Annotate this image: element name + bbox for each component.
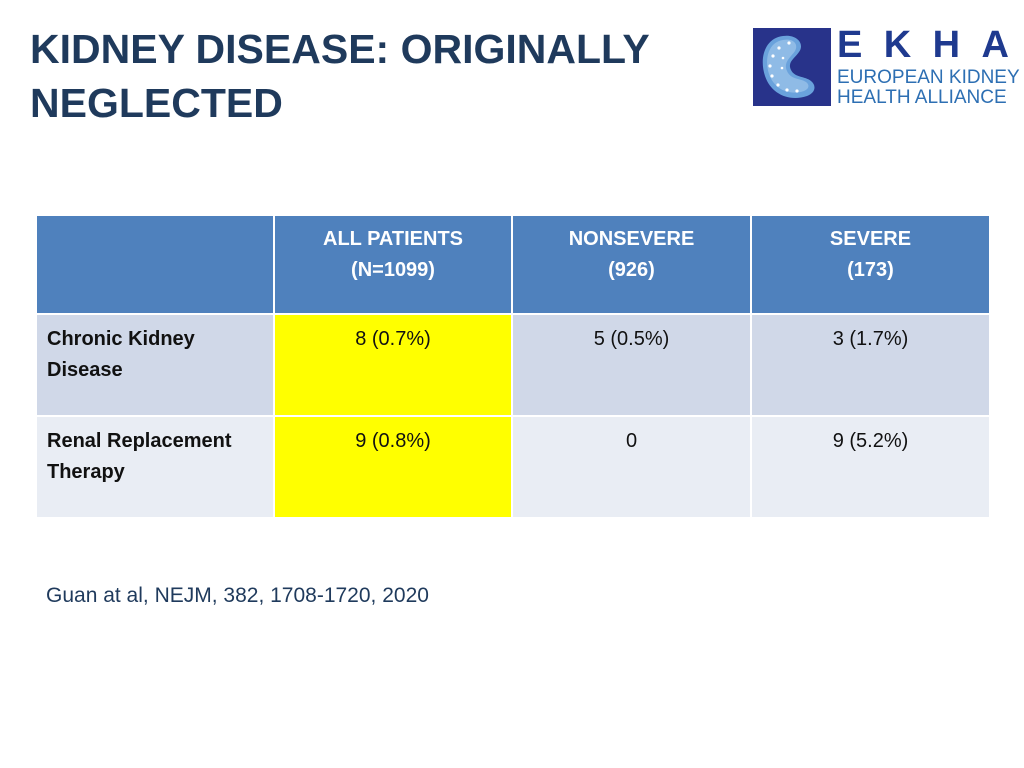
cell-all-patients: 9 (0.8%) <box>273 415 513 519</box>
kidney-stars-icon <box>753 28 831 106</box>
slide-title: KIDNEY DISEASE: ORIGINALLY NEGLECTED <box>30 22 710 130</box>
logo-tagline-line-1: EUROPEAN KIDNEY <box>837 67 1020 88</box>
header-all-patients-label: ALL PATIENTS <box>323 228 463 250</box>
row-label-renal-replacement-therapy: Renal Replacement Therapy <box>35 415 275 519</box>
header-nonsevere-count: (926) <box>608 259 655 281</box>
logo-tagline-line-2: HEALTH ALLIANCE <box>837 87 1007 108</box>
cell-severe: 3 (1.7%) <box>750 313 991 417</box>
header-severe-label: SEVERE <box>829 228 912 250</box>
logo-letter-k: K <box>883 24 912 66</box>
row-label-line-2: Disease <box>47 359 123 381</box>
cell-nonsevere: 0 <box>511 415 752 519</box>
header-nonsevere-label: NONSEVERE <box>568 228 695 250</box>
ekha-logo: E K H A EUROPEAN KIDNEY HEALTH ALLIANCE <box>753 26 1020 114</box>
row-label-line-1: Chronic Kidney <box>47 328 195 350</box>
cell-all-patients: 8 (0.7%) <box>273 313 513 417</box>
header-all-patients: ALL PATIENTS (N=1099) <box>273 214 513 315</box>
row-label-line-2: Therapy <box>47 461 125 483</box>
row-label-chronic-kidney-disease: Chronic Kidney Disease <box>35 313 275 417</box>
logo-letter-e: E <box>837 24 863 66</box>
table-row: Chronic Kidney Disease 8 (0.7%) 5 (0.5%)… <box>35 313 991 417</box>
header-nonsevere: NONSEVERE (926) <box>511 214 752 315</box>
logo-letter-a: A <box>981 24 1009 66</box>
cell-nonsevere: 5 (0.5%) <box>511 313 752 417</box>
slide-title-line-2: NEGLECTED <box>30 80 283 126</box>
slide-title-line-1: KIDNEY DISEASE: ORIGINALLY <box>30 26 650 72</box>
header-severe-count: (173) <box>847 259 894 281</box>
header-empty-cell <box>35 214 275 315</box>
kidney-disease-table: ALL PATIENTS (N=1099) NONSEVERE (926) SE… <box>35 214 991 519</box>
row-label-line-1: Renal Replacement <box>47 430 232 452</box>
header-all-patients-count: (N=1099) <box>351 259 435 281</box>
cell-severe: 9 (5.2%) <box>750 415 991 519</box>
header-severe: SEVERE (173) <box>750 214 991 315</box>
logo-letter-h: H <box>932 24 961 66</box>
table-header-row: ALL PATIENTS (N=1099) NONSEVERE (926) SE… <box>35 214 991 315</box>
table-row: Renal Replacement Therapy 9 (0.8%) 0 9 (… <box>35 415 991 519</box>
citation-text: Guan at al, NEJM, 382, 1708-1720, 2020 <box>46 584 429 607</box>
logo-acronym: E K H A <box>837 26 1009 64</box>
